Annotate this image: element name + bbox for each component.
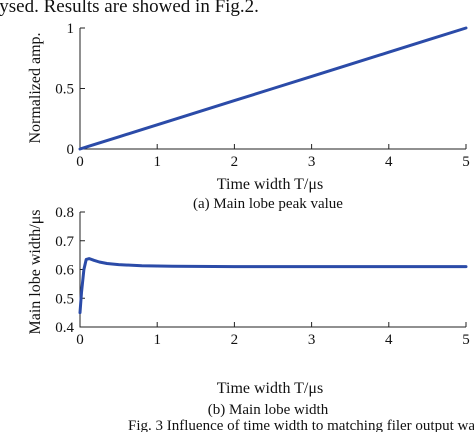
chart-a-xtick-label: 5 — [462, 154, 470, 170]
chart-b-xtick-label: 3 — [308, 332, 316, 348]
chart-b-ylabel: Main lobe width/μs — [27, 209, 44, 334]
chart-b-ytick-label: 0.7 — [55, 234, 74, 250]
chart-b-xlabel: Time width T/μs — [217, 380, 323, 397]
chart-a-xlabel: Time width T/μs — [217, 176, 323, 193]
chart-a-xtick-label: 4 — [385, 154, 393, 170]
chart-a-xtick-label: 0 — [76, 154, 84, 170]
chart-b-xtick-label: 4 — [385, 332, 393, 348]
chart-a-caption: (a) Main lobe peak value — [193, 196, 343, 212]
chart-b-xtick-label: 5 — [462, 332, 470, 348]
chart-b-axes — [79, 212, 466, 328]
chart-b-xtick-label: 2 — [231, 332, 239, 348]
chart-a-ytick-label: 0.5 — [55, 82, 74, 98]
chart-a-ylabel: Normalized amp. — [27, 32, 44, 143]
chart-b-series-line — [78, 257, 468, 315]
chart-b-xtick-label: 0 — [76, 332, 84, 348]
chart-b-xtick-label: 1 — [153, 332, 161, 348]
chart-a-series-line — [78, 26, 468, 151]
chart-a-xtick-label: 2 — [231, 154, 239, 170]
chart-a-ytick-label: 1 — [67, 21, 75, 37]
chart-b-ytick-label: 0.8 — [55, 205, 74, 221]
chart-main-lobe-peak: Normalized amp. Time width T/μs (a) Main… — [27, 21, 470, 212]
chart-b-ytick-label: 0.4 — [55, 320, 74, 336]
chart-b-caption: (b) Main lobe width — [208, 402, 329, 418]
chart-main-lobe-width: Main lobe width/μs Time width T/μs (b) M… — [27, 205, 470, 418]
body-text-line: lysed. Results are showed in Fig.2. — [0, 0, 259, 17]
chart-a-ytick-label: 0 — [67, 142, 75, 158]
chart-a-xtick-label: 3 — [308, 154, 316, 170]
figure-caption: Fig. 3 Influence of time width to matchi… — [128, 418, 474, 432]
chart-a-xtick-label: 1 — [153, 154, 161, 170]
chart-b-ytick-label: 0.5 — [55, 291, 74, 307]
chart-b-ytick-label: 0.6 — [55, 263, 74, 279]
